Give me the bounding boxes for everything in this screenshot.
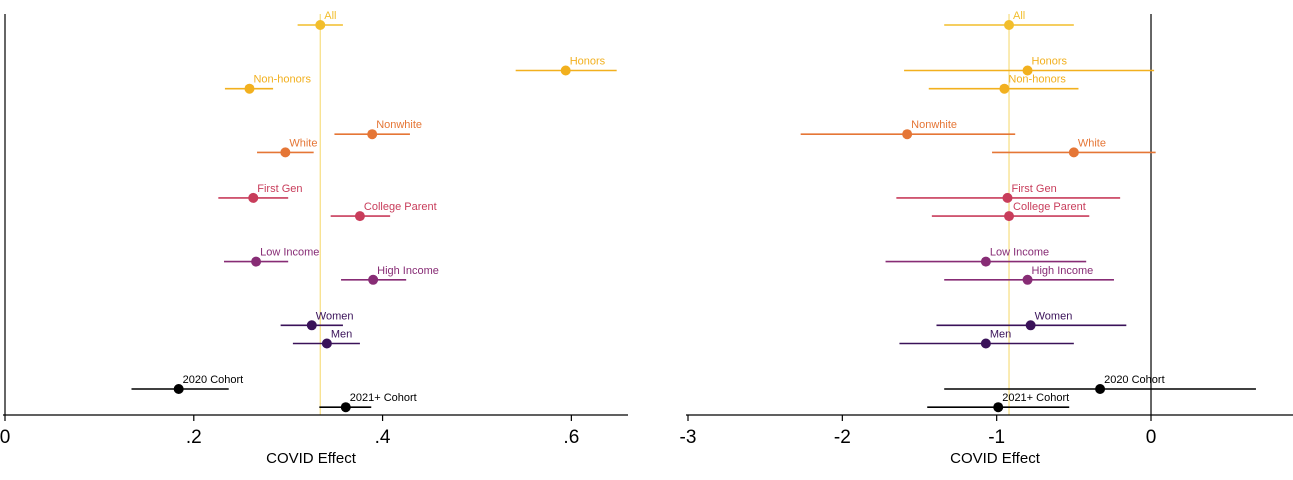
point-estimate — [1095, 384, 1106, 394]
point-label: College Parent — [1013, 201, 1086, 213]
point-label: Honors — [570, 56, 606, 68]
point-label: Women — [316, 310, 354, 322]
x-tick-label: .6 — [563, 427, 579, 448]
point-label: Non-honors — [1008, 74, 1066, 86]
point-label: White — [1078, 137, 1106, 149]
point-label: First Gen — [257, 183, 302, 195]
point-label: All — [1013, 10, 1025, 22]
x-tick-label: .2 — [186, 427, 202, 448]
point-estimate — [1004, 20, 1015, 30]
x-axis-label: COVID Effect — [950, 450, 1041, 467]
point-label: 2020 Cohort — [183, 374, 244, 386]
point-estimate — [1022, 274, 1033, 285]
point-estimate — [340, 402, 351, 413]
point-estimate — [560, 65, 571, 76]
point-label: All — [324, 10, 336, 22]
point-label: 2021+ Cohort — [350, 392, 417, 404]
point-estimate — [980, 338, 991, 349]
point-estimate — [354, 211, 365, 222]
point-label: Nonwhite — [376, 119, 422, 131]
point-label: College Parent — [364, 201, 437, 213]
point-label: First Gen — [1011, 183, 1056, 195]
x-tick-label: .4 — [375, 427, 391, 448]
x-tick-label: -2 — [834, 427, 851, 448]
point-estimate — [993, 402, 1004, 413]
point-label: Non-honors — [253, 74, 311, 86]
point-estimate — [999, 83, 1010, 94]
point-estimate — [1002, 192, 1013, 203]
point-estimate — [367, 129, 378, 140]
point-estimate — [1004, 211, 1015, 222]
point-label: High Income — [377, 265, 439, 277]
point-label: Women — [1035, 310, 1073, 322]
point-label: Low Income — [990, 247, 1049, 259]
x-tick-label: -3 — [680, 427, 697, 448]
point-label: Men — [990, 329, 1011, 341]
point-label: 2020 Cohort — [1104, 374, 1165, 386]
point-estimate — [1068, 147, 1079, 158]
point-label: Low Income — [260, 247, 319, 259]
point-label: Honors — [1032, 56, 1068, 68]
point-estimate — [1022, 65, 1033, 76]
left-panel: 0 .2 .4 .6 COVID Effect All Honors Non-honors No… — [0, 10, 628, 467]
point-estimate — [173, 384, 184, 394]
point-estimate — [315, 20, 326, 30]
x-axis-label: COVID Effect — [266, 450, 357, 467]
point-estimate — [321, 338, 332, 349]
point-estimate — [251, 256, 262, 267]
point-label: Men — [331, 329, 352, 341]
point-estimate — [244, 83, 255, 94]
point-estimate — [280, 147, 291, 158]
x-tick-label: -1 — [988, 427, 1005, 448]
point-estimate — [248, 192, 259, 203]
point-estimate — [902, 129, 913, 140]
point-estimate — [368, 274, 379, 285]
right-panel: -3 -2 -1 0 COVID Effect All Honors Non-honors No… — [680, 10, 1293, 467]
x-tick-label: 0 — [1146, 427, 1157, 448]
point-label: 2021+ Cohort — [1002, 392, 1069, 404]
point-label: High Income — [1032, 265, 1094, 277]
point-estimate — [306, 320, 317, 331]
point-estimate — [1025, 320, 1036, 331]
point-label: White — [289, 137, 317, 149]
point-estimate — [980, 256, 991, 267]
x-tick-label: 0 — [0, 427, 10, 448]
point-label: Nonwhite — [911, 119, 957, 131]
